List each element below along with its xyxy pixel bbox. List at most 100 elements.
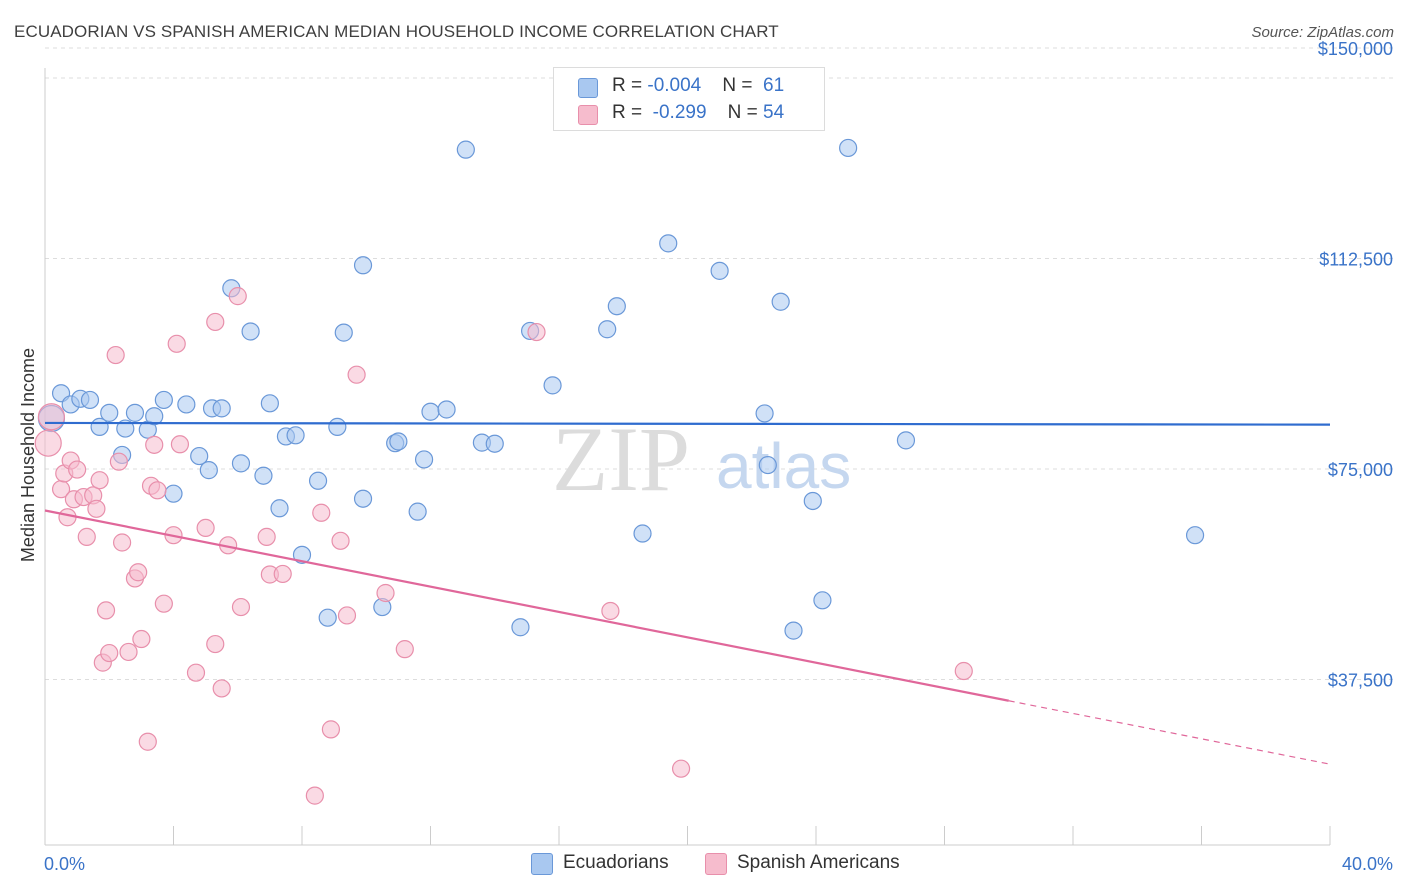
- grid: [45, 47, 1395, 680]
- point-ecuadorians: [784, 621, 803, 640]
- point-spanish-americans: [106, 345, 125, 365]
- point-spanish-americans: [273, 564, 292, 584]
- point-spanish-americans: [34, 429, 62, 457]
- point-spanish-americans: [196, 518, 215, 538]
- point-spanish-americans: [129, 563, 148, 582]
- point-ecuadorians: [414, 450, 434, 469]
- point-spanish-americans: [954, 661, 973, 681]
- point-spanish-americans: [119, 642, 138, 662]
- legend-label-spanish-americans: Spanish Americans: [737, 852, 900, 873]
- point-spanish-americans: [312, 503, 331, 522]
- point-ecuadorians: [286, 426, 305, 445]
- point-spanish-americans: [527, 322, 546, 342]
- y-tick-label: $112,500: [1319, 250, 1393, 270]
- point-spanish-americans: [601, 601, 620, 621]
- legend-swatch-spanish-americans: [578, 105, 598, 125]
- point-spanish-americans: [331, 531, 350, 550]
- watermark-zip: ZIP: [552, 408, 690, 510]
- point-ecuadorians: [456, 140, 475, 159]
- point-spanish-americans: [206, 634, 225, 654]
- point-ecuadorians: [100, 403, 119, 422]
- legend-n-label: N =: [722, 75, 758, 96]
- axes: [44, 68, 1331, 846]
- legend-n-value: 61: [763, 75, 785, 96]
- point-spanish-americans: [231, 597, 251, 617]
- point-ecuadorians: [437, 400, 456, 419]
- x-tick-label-min: 0.0%: [44, 854, 85, 874]
- point-ecuadorians: [308, 471, 328, 490]
- point-ecuadorians: [334, 323, 353, 342]
- point-ecuadorians: [212, 399, 231, 418]
- point-spanish-americans: [68, 460, 87, 479]
- legend-item-ecuadorians[interactable]: Ecuadorians: [531, 852, 691, 878]
- point-ecuadorians: [896, 431, 916, 450]
- chart-title: ECUADORIAN VS SPANISH AMERICAN MEDIAN HO…: [14, 22, 779, 41]
- point-ecuadorians: [607, 297, 626, 316]
- legend-r-label: R =: [612, 102, 648, 123]
- legend-swatch-ecuadorians: [578, 78, 598, 98]
- point-ecuadorians: [145, 407, 164, 426]
- point-spanish-americans: [257, 527, 276, 546]
- point-ecuadorians: [154, 390, 173, 410]
- point-spanish-americans: [100, 643, 119, 663]
- point-ecuadorians: [292, 545, 312, 564]
- point-ecuadorians: [318, 608, 337, 627]
- point-ecuadorians: [116, 419, 135, 438]
- legend-r-label: R =: [612, 75, 648, 96]
- trend-line-spanish-americans-extension: [1008, 700, 1331, 765]
- point-ecuadorians: [231, 454, 251, 473]
- point-spanish-americans: [154, 594, 173, 613]
- point-ecuadorians: [813, 591, 832, 610]
- point-ecuadorians: [408, 502, 427, 521]
- point-ecuadorians: [199, 461, 218, 480]
- point-ecuadorians: [190, 446, 209, 466]
- point-ecuadorians: [389, 432, 408, 451]
- point-spanish-americans: [145, 435, 164, 454]
- legend-n-label: N =: [727, 102, 764, 123]
- point-spanish-americans: [212, 679, 231, 698]
- point-ecuadorians: [164, 484, 183, 503]
- point-ecuadorians: [598, 320, 617, 339]
- y-axis-label: Median Household Income: [18, 348, 38, 562]
- point-spanish-americans: [112, 533, 132, 552]
- legend-n-value: 54: [763, 102, 785, 123]
- point-spanish-americans: [305, 786, 324, 805]
- point-spanish-americans: [96, 601, 116, 620]
- point-ecuadorians: [328, 417, 347, 436]
- point-ecuadorians: [421, 402, 440, 421]
- legend-swatch-ecuadorians: [531, 853, 553, 875]
- point-spanish-americans: [347, 365, 366, 384]
- point-ecuadorians: [803, 491, 822, 511]
- legend-r-value: -0.299: [652, 102, 707, 123]
- legend-label-ecuadorians: Ecuadorians: [563, 852, 669, 873]
- point-ecuadorians: [771, 292, 790, 311]
- point-spanish-americans: [395, 640, 414, 659]
- point-ecuadorians: [755, 404, 774, 423]
- y-tick-labels: $37,500 $75,000 $112,500 $150,000: [1318, 39, 1393, 690]
- point-spanish-americans: [77, 527, 96, 546]
- point-spanish-americans: [170, 435, 190, 454]
- point-ecuadorians: [710, 261, 729, 280]
- correlation-legend: R = -0.004 N = 61 R = -0.299 N = 54: [553, 67, 825, 131]
- point-ecuadorians: [511, 618, 530, 637]
- point-ecuadorians: [353, 489, 373, 508]
- legend-r-value: -0.004: [647, 75, 702, 96]
- x-tick-label-max: 40.0%: [1342, 854, 1393, 874]
- point-spanish-americans: [321, 720, 341, 739]
- point-ecuadorians: [543, 376, 562, 395]
- point-spanish-americans: [376, 583, 395, 603]
- point-ecuadorians: [485, 434, 504, 453]
- point-ecuadorians: [1185, 526, 1205, 545]
- point-spanish-americans: [87, 499, 106, 518]
- y-tick-label: $150,000: [1318, 39, 1393, 59]
- point-spanish-americans: [186, 663, 206, 682]
- trend-line-spanish-americans: [44, 509, 1009, 702]
- chart-source: Source: ZipAtlas.com: [1251, 24, 1394, 41]
- point-ecuadorians: [80, 390, 100, 410]
- point-ecuadorians: [758, 455, 777, 475]
- point-ecuadorians: [177, 395, 196, 414]
- legend-item-spanish-americans[interactable]: Spanish Americans: [705, 852, 925, 878]
- point-ecuadorians: [633, 524, 652, 543]
- point-spanish-americans: [37, 403, 66, 431]
- point-spanish-americans: [90, 471, 109, 490]
